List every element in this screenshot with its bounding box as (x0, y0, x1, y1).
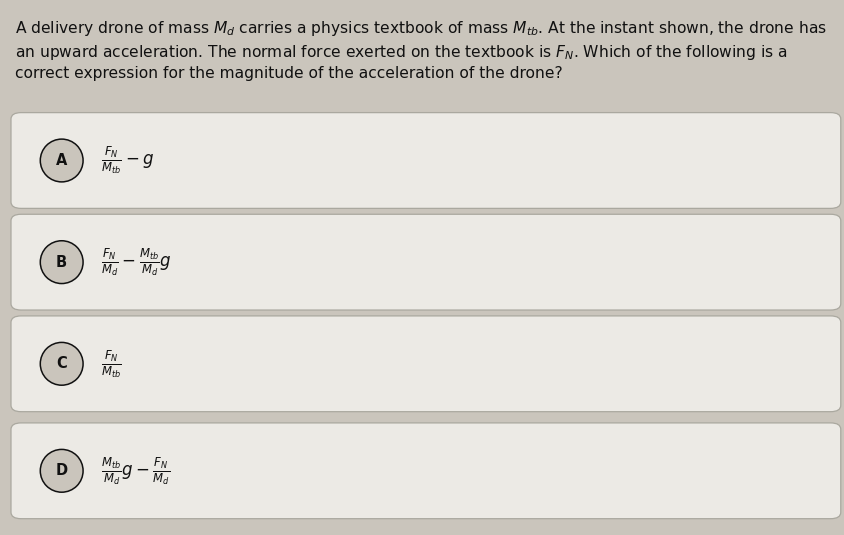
Text: $\frac{F_N}{M_{tb}}$: $\frac{F_N}{M_{tb}}$ (101, 348, 122, 380)
Text: $\frac{M_{tb}}{M_d}g - \frac{F_N}{M_d}$: $\frac{M_{tb}}{M_d}g - \frac{F_N}{M_d}$ (101, 455, 170, 487)
FancyBboxPatch shape (11, 113, 840, 209)
Text: D: D (56, 463, 68, 478)
Text: B: B (56, 255, 68, 270)
FancyBboxPatch shape (11, 215, 840, 310)
Ellipse shape (41, 241, 83, 284)
Text: C: C (57, 356, 67, 371)
Text: $\frac{F_N}{M_d} - \frac{M_{tb}}{M_d}g$: $\frac{F_N}{M_d} - \frac{M_{tb}}{M_d}g$ (101, 246, 172, 278)
Text: correct expression for the magnitude of the acceleration of the drone?: correct expression for the magnitude of … (15, 66, 562, 81)
Text: A: A (56, 153, 68, 168)
Ellipse shape (41, 139, 83, 182)
Ellipse shape (41, 342, 83, 385)
Text: $\frac{F_N}{M_{tb}} - g$: $\frac{F_N}{M_{tb}} - g$ (101, 144, 154, 177)
FancyBboxPatch shape (11, 423, 840, 519)
Text: A delivery drone of mass $M_d$ carries a physics textbook of mass $M_{tb}$. At t: A delivery drone of mass $M_d$ carries a… (15, 19, 826, 38)
Ellipse shape (41, 449, 83, 492)
Text: an upward acceleration. The normal force exerted on the textbook is $F_N$. Which: an upward acceleration. The normal force… (15, 43, 787, 62)
FancyBboxPatch shape (11, 316, 840, 412)
